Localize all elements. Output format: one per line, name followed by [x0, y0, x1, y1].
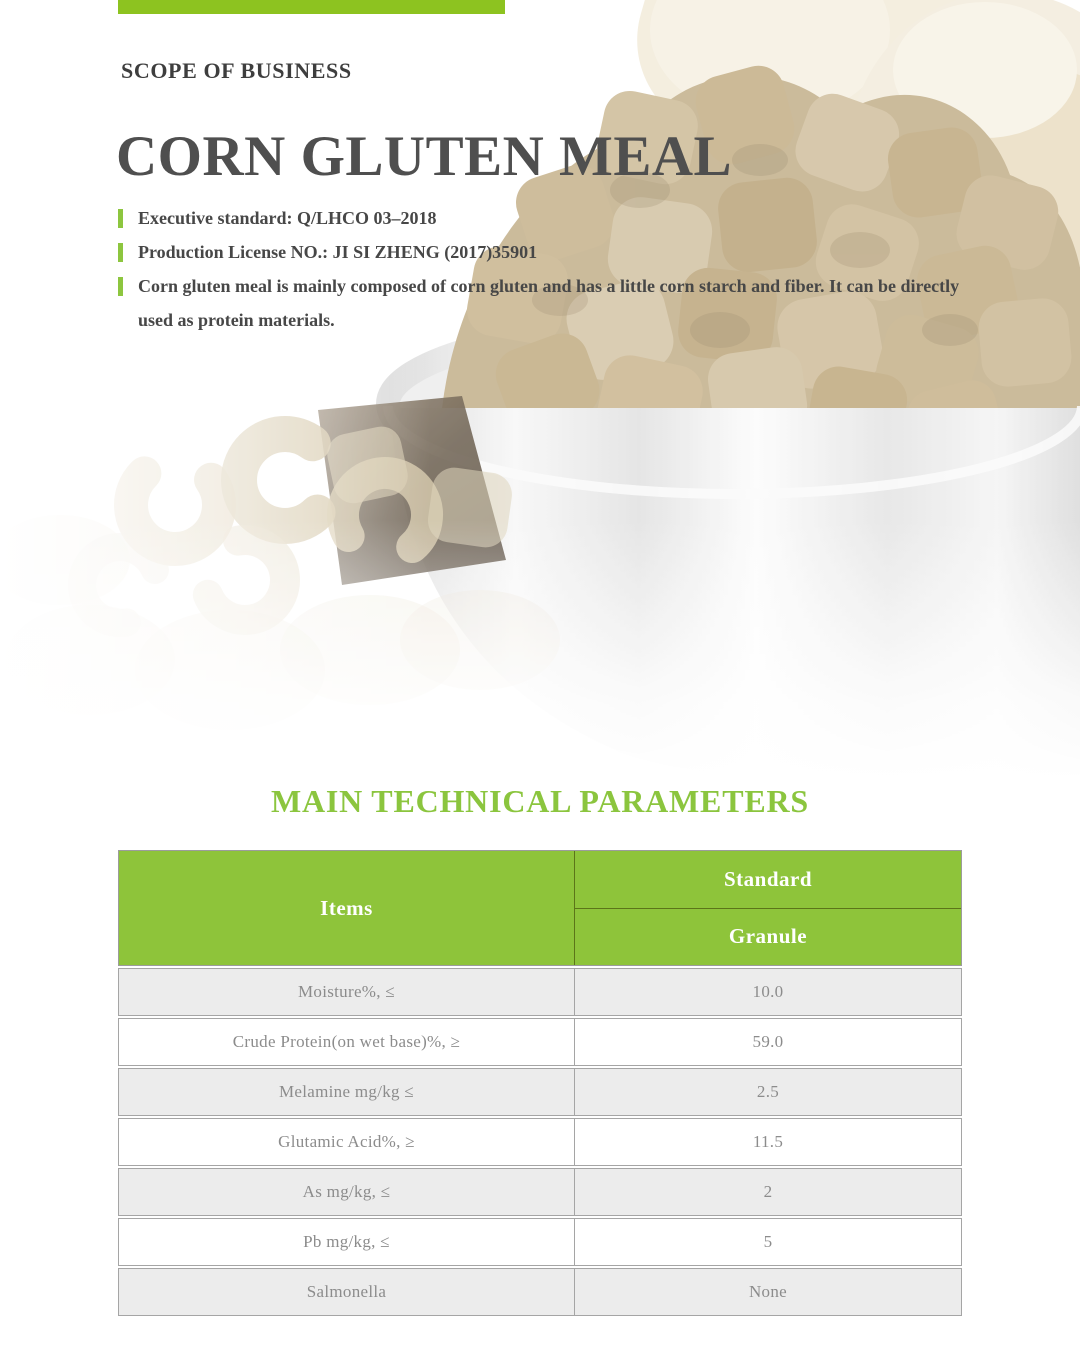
top-accent-bar	[118, 0, 505, 14]
item-cell: As mg/kg, ≤	[119, 1169, 575, 1215]
value-cell: 5	[763, 1232, 773, 1251]
standard-header-label: Standard	[723, 866, 813, 891]
item-cell: Pb mg/kg, ≤	[119, 1219, 575, 1265]
item-cell: Crude Protein(on wet base)%, ≥	[119, 1019, 575, 1065]
spec-item-production-license: Production License NO.: JI SI ZHENG (201…	[118, 235, 968, 269]
table-row-pb: Pb mg/kg, ≤ 5	[118, 1218, 962, 1266]
item-cell: Moisture%, ≤	[119, 969, 575, 1015]
bullet-marker	[118, 243, 123, 262]
value-cell: 59.0	[752, 1032, 784, 1051]
parameters-table: Items Standard Granule Moisture%, ≤ 10.0…	[118, 850, 962, 1316]
scope-label: SCOPE OF BUSINESS	[121, 58, 352, 83]
bullet-marker	[118, 277, 123, 296]
value-cell: 11.5	[752, 1132, 784, 1151]
standard-header-cell: Standard	[575, 851, 961, 909]
kibble-pile-shape	[440, 65, 1080, 465]
items-header-label: Items	[320, 895, 373, 920]
item-cell: Melamine mg/kg ≤	[119, 1069, 575, 1115]
spec-text: Production License NO.: JI SI ZHENG (201…	[138, 242, 538, 262]
value-cell: 2	[763, 1182, 773, 1201]
spec-item-description: Corn gluten meal is mainly composed of c…	[118, 269, 968, 337]
spec-text: Corn gluten meal is mainly composed of c…	[138, 276, 960, 330]
table-row-as: As mg/kg, ≤ 2	[118, 1168, 962, 1216]
spec-text: Executive standard: Q/LHCO 03–2018	[138, 208, 437, 228]
table-row-salmonella: Salmonella None	[118, 1268, 962, 1316]
granule-header-cell: Granule	[575, 909, 961, 966]
bullet-marker	[118, 209, 123, 228]
section-title: MAIN TECHNICAL PARAMETERS	[271, 783, 809, 819]
granule-header-label: Granule	[728, 924, 808, 949]
value-cell: None	[748, 1282, 788, 1301]
table-row-moisture: Moisture%, ≤ 10.0	[118, 968, 962, 1016]
spec-item-executive-standard: Executive standard: Q/LHCO 03–2018	[118, 201, 968, 235]
value-cell: 2.5	[756, 1082, 780, 1101]
table-row-melamine: Melamine mg/kg ≤ 2.5	[118, 1068, 962, 1116]
product-photo	[0, 0, 1080, 780]
item-cell: Glutamic Acid%, ≥	[119, 1119, 575, 1165]
table-row-glutamic-acid: Glutamic Acid%, ≥ 11.5	[118, 1118, 962, 1166]
table-row-crude-protein: Crude Protein(on wet base)%, ≥ 59.0	[118, 1018, 962, 1066]
table-header: Items Standard Granule	[118, 850, 962, 966]
standard-header-group: Standard Granule	[575, 851, 961, 965]
page-title: CORN GLUTEN MEAL	[116, 125, 733, 188]
value-cell: 10.0	[752, 982, 784, 1001]
spec-list: Executive standard: Q/LHCO 03–2018 Produ…	[118, 201, 968, 337]
item-cell: Salmonella	[119, 1269, 575, 1315]
items-header-cell: Items	[119, 851, 575, 965]
